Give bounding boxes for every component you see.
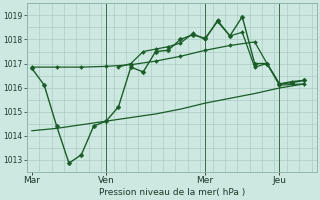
- X-axis label: Pression niveau de la mer( hPa ): Pression niveau de la mer( hPa ): [99, 188, 245, 197]
